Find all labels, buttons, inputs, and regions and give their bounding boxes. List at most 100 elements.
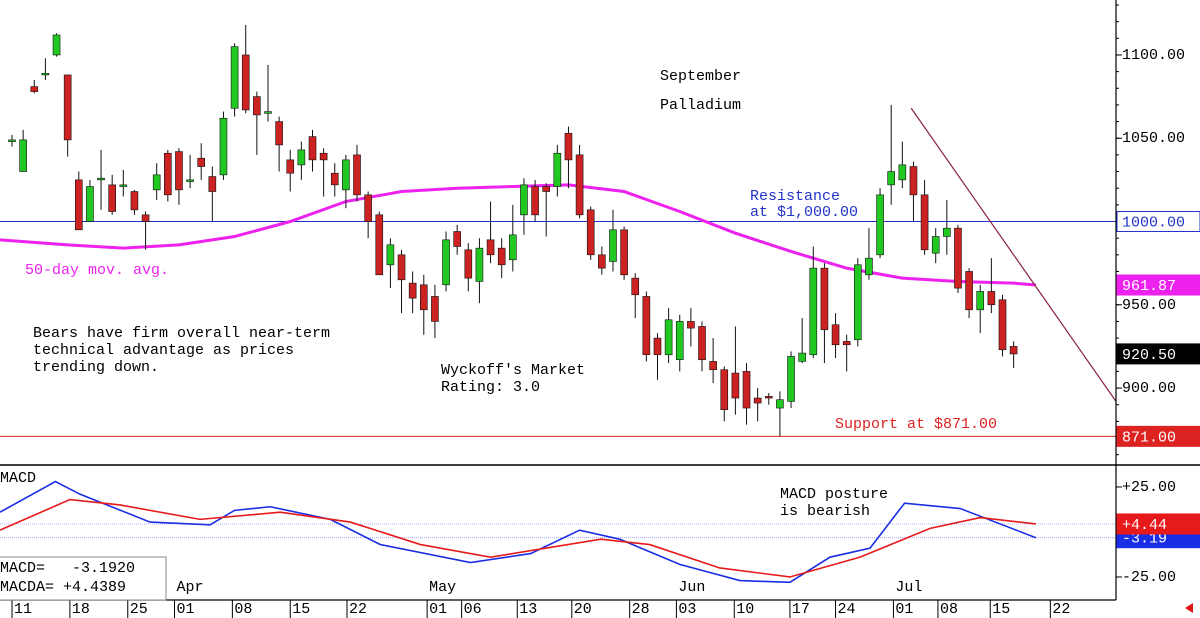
moving-average-label: 50-day mov. avg. [25,262,169,279]
moving-average-box [1116,274,1200,296]
y-tick-label: 1050.00 [1122,130,1185,147]
candle-body [453,231,461,247]
x-tick-label: 13 [519,601,537,618]
candle-body [286,159,295,174]
resistance-annotation: at $1,000.00 [750,204,858,221]
candle-body [264,111,272,114]
candle-body [820,267,829,331]
candle-body [408,282,417,299]
candle-body [275,121,283,146]
candle-body [241,54,250,111]
candle-body [898,164,907,181]
candle-body [108,184,116,212]
candle-body [19,139,27,172]
candle-body [520,184,528,216]
candle-body [876,194,884,256]
scroll-arrow[interactable] [1185,603,1193,613]
month-label: Jul [895,579,922,596]
x-tick-label: 08 [234,601,252,618]
candle-body [308,136,317,161]
candle-body [1009,346,1018,355]
macd-end-box [1116,513,1200,535]
moving-average-label: 961.87 [1122,278,1176,295]
candle-body [509,234,517,261]
candle-body [119,184,128,187]
candle-body [86,186,94,222]
candle-body [419,284,428,311]
candle-body [798,352,806,362]
candle-body [687,321,695,329]
readout: MACD= -3.1920 [0,560,135,577]
x-tick-label: 11 [14,601,32,618]
candle-body [52,34,61,56]
candle-body [353,154,361,196]
candle-body [987,291,996,306]
candle-body [675,321,684,361]
x-tick-label: 22 [349,601,367,618]
x-tick-label: 15 [292,601,310,618]
x-tick-label: 01 [895,601,913,618]
annotation: Rating: 3.0 [441,379,540,396]
x-tick-label: 25 [130,601,148,618]
candle-body [909,166,918,196]
candle-body [698,326,706,361]
macd-line [0,498,1036,578]
candle-body [586,209,595,256]
candle-body [330,172,339,186]
candle-body [297,149,306,166]
candle-body [74,179,83,231]
x-tick-label: 18 [72,601,90,618]
candle-body [920,194,929,251]
candle-body [230,46,239,109]
last-price-label: 920.50 [1122,347,1176,364]
candle-body [787,356,795,402]
x-tick-label: 15 [992,601,1010,618]
macd-annotation: is bearish [780,503,870,520]
candle-body [97,177,105,181]
x-tick-label: 01 [177,601,195,618]
y-tick-label: +25.00 [1122,479,1176,496]
macd-title: MACD [0,470,36,487]
candle-body [486,239,495,256]
x-tick-label: 20 [574,601,592,618]
y-tick-label: -25.00 [1122,569,1176,586]
candle-body [620,229,628,276]
candle-body [831,324,840,346]
y-tick-label: 950.00 [1122,297,1176,314]
trend-line [910,107,1117,402]
candle-body [842,341,851,346]
candle-body [542,186,551,192]
candle-body [152,174,161,191]
macd-end-label: -3.19 [1122,531,1167,548]
chart-title: Palladium [660,97,741,114]
y-tick-label: 900.00 [1122,380,1176,397]
candle-body [386,244,395,266]
candle-body [575,154,584,216]
support-label: 871.00 [1122,429,1176,446]
readout: MACDA= +4.4389 [0,579,126,596]
annotation: Bears have firm overall near-term [33,325,330,342]
candle-body [809,267,818,356]
candle-body [130,191,139,211]
candle-body [965,271,973,311]
candle-body [364,194,372,222]
candle-body [208,176,217,192]
candle-body [664,319,673,356]
support-box [1116,425,1200,447]
candle-body [598,254,606,269]
candle-body [175,151,183,191]
annotation: Wyckoff's Market [441,362,585,379]
candle-body [164,152,172,196]
candle-body [8,139,16,142]
candle-body [141,214,150,222]
resistance-annotation: Resistance [750,188,840,205]
candle-body [531,186,539,216]
x-tick-label: 17 [792,601,810,618]
candle-body [497,247,506,266]
x-tick-label: 10 [736,601,754,618]
candle-body [642,296,651,356]
candle-body [709,361,717,371]
x-tick-label: 03 [678,601,696,618]
candle-body [186,179,194,182]
